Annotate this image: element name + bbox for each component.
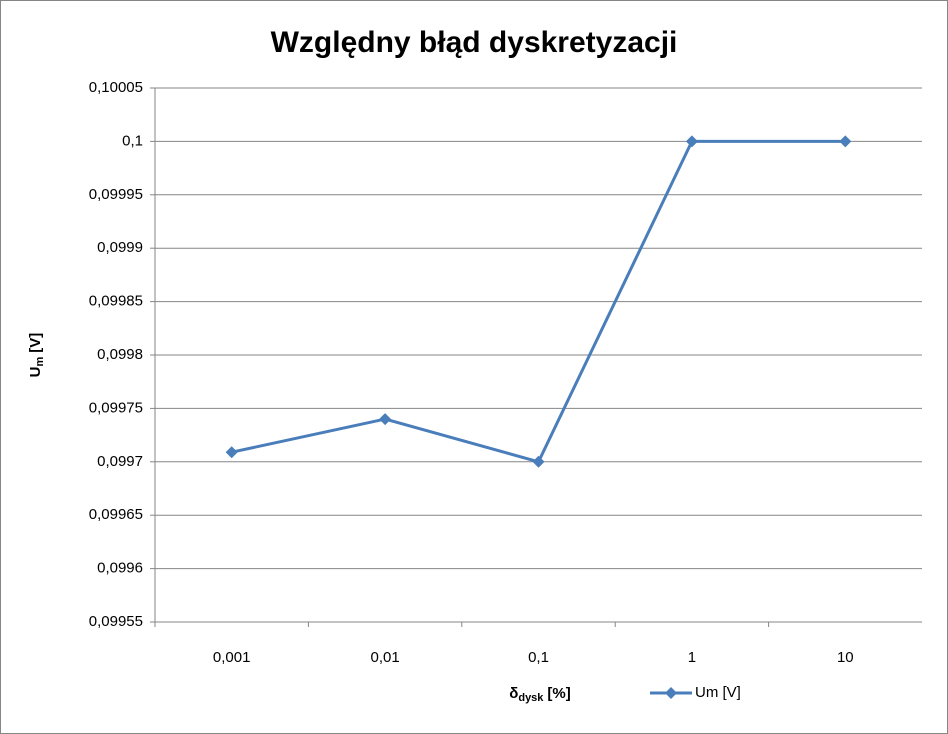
y-tick-label: 0,09965 (89, 506, 143, 523)
legend-marker (665, 687, 677, 699)
x-label-unit: [%] (547, 685, 570, 702)
x-tick-label: 0,1 (528, 649, 549, 666)
x-axis-label: δdysk [%] (509, 685, 571, 704)
chart-title: Względny błąd dyskretyzacji (271, 26, 678, 59)
marker (225, 446, 238, 459)
y-tick-label: 0,09975 (89, 399, 143, 416)
marker (685, 135, 698, 148)
x-tick-label: 10 (837, 649, 854, 666)
y-axis-label: Um [V] (27, 333, 46, 378)
y-tick-label: 0,10005 (89, 79, 143, 96)
y-tick-label: 0,0999 (97, 239, 143, 256)
marker (379, 413, 392, 426)
marker (839, 135, 852, 148)
y-tick-label: 0,0998 (97, 346, 143, 363)
x-tick-label: 0,01 (370, 649, 399, 666)
y-label-unit: [V] (27, 333, 44, 353)
y-tick-label: 0,0997 (97, 453, 143, 470)
y-label-subscript: m (34, 356, 46, 366)
x-tick-label: 0,001 (213, 649, 251, 666)
y-tick-label: 0,09955 (89, 613, 143, 630)
x-label-symbol: δ (509, 685, 518, 702)
y-tick-label: 0,09995 (89, 186, 143, 203)
x-tick-label: 1 (688, 649, 696, 666)
y-tick-label: 0,09985 (89, 293, 143, 310)
legend-label: Um [V] (695, 684, 741, 701)
y-label-symbol: U (27, 366, 44, 377)
x-label-subscript: dysk (518, 692, 544, 704)
y-tick-label: 0,1 (122, 132, 143, 149)
marker (532, 455, 545, 468)
y-tick-label: 0,0996 (97, 560, 143, 577)
